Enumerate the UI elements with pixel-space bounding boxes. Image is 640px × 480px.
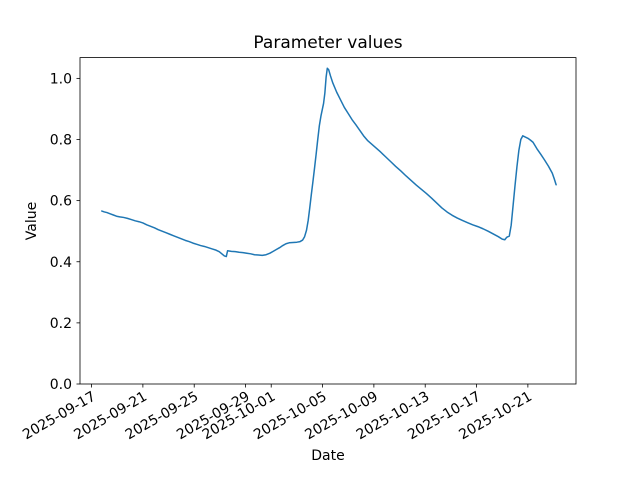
y-tick-label: 1.0 — [50, 71, 72, 87]
plot-area — [79, 57, 577, 385]
data-line-parameter-values — [101, 67, 557, 258]
data-line-group — [101, 67, 557, 258]
chart-title: Parameter values — [253, 33, 402, 53]
y-axis-ticks: 0.0 0.2 0.4 0.6 0.8 1.0 — [50, 71, 80, 393]
y-tick-label: 0.2 — [50, 316, 72, 332]
y-tick-label: 0.6 — [50, 194, 72, 210]
y-axis-label: Value — [24, 202, 40, 240]
y-tick-label: 0.0 — [50, 377, 72, 393]
x-axis-label: Date — [311, 448, 344, 464]
y-tick-label: 0.4 — [50, 255, 72, 271]
y-tick-label: 0.8 — [50, 133, 72, 149]
x-axis-ticks: 2025-09-172025-09-212025-09-252025-09-29… — [20, 384, 535, 443]
